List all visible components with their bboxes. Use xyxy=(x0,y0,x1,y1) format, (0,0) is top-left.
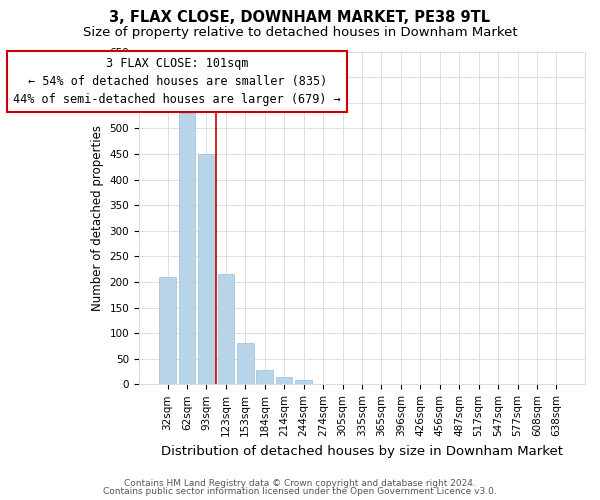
Text: Contains public sector information licensed under the Open Government Licence v3: Contains public sector information licen… xyxy=(103,487,497,496)
Bar xyxy=(237,344,254,384)
Bar xyxy=(179,113,195,384)
Y-axis label: Number of detached properties: Number of detached properties xyxy=(91,125,104,311)
Bar xyxy=(159,277,176,384)
Text: Size of property relative to detached houses in Downham Market: Size of property relative to detached ho… xyxy=(83,26,517,39)
X-axis label: Distribution of detached houses by size in Downham Market: Distribution of detached houses by size … xyxy=(161,444,563,458)
Text: Contains HM Land Registry data © Crown copyright and database right 2024.: Contains HM Land Registry data © Crown c… xyxy=(124,478,476,488)
Text: 3 FLAX CLOSE: 101sqm
← 54% of detached houses are smaller (835)
44% of semi-deta: 3 FLAX CLOSE: 101sqm ← 54% of detached h… xyxy=(13,56,341,106)
Bar xyxy=(218,274,234,384)
Bar xyxy=(256,370,273,384)
Bar xyxy=(198,154,215,384)
Bar xyxy=(276,376,292,384)
Text: 3, FLAX CLOSE, DOWNHAM MARKET, PE38 9TL: 3, FLAX CLOSE, DOWNHAM MARKET, PE38 9TL xyxy=(109,10,491,25)
Bar xyxy=(295,380,312,384)
